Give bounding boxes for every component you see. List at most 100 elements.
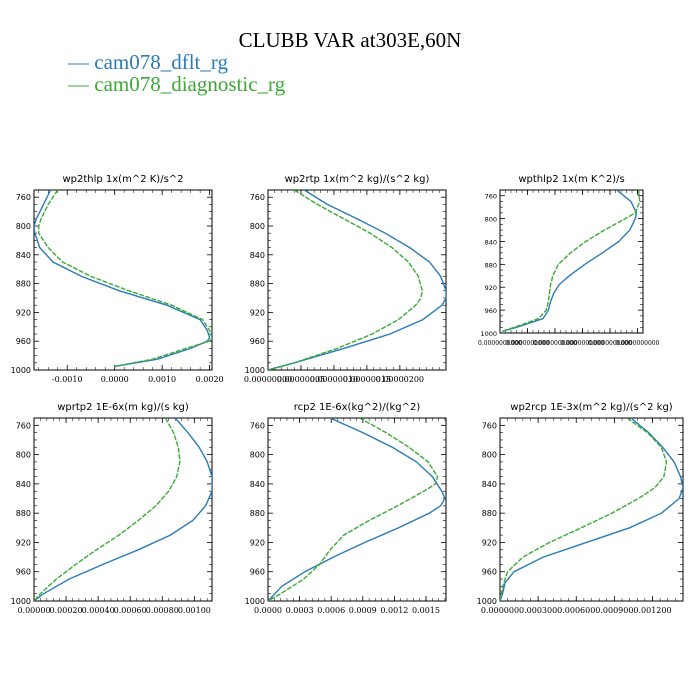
legend-label-dflt: cam078_dflt_rg	[94, 50, 229, 74]
x-tick-label: 0.00000	[17, 606, 50, 615]
x-tick-label: 0.0020	[196, 375, 224, 384]
y-tick-label: 880	[16, 509, 31, 518]
y-tick-label: 880	[250, 280, 265, 289]
series-line-diagnostic	[38, 190, 212, 368]
y-tick-label: 920	[16, 308, 31, 317]
series-line-diagnostic	[34, 418, 181, 601]
x-tick-label: 0.00020	[50, 606, 83, 615]
x-tick-label: 0.000000	[481, 606, 519, 615]
legend-swatch-dflt: —	[68, 50, 95, 74]
x-tick-label: 0.001200	[633, 606, 671, 615]
x-tick-label: 0.00000200	[376, 375, 424, 384]
x-tick-label: 0.00000010	[310, 375, 358, 384]
y-tick-label: 800	[485, 216, 497, 224]
y-tick-label: 960	[16, 568, 31, 577]
x-tick-label: 0.0000	[101, 375, 129, 384]
x-tick-label: 0.000600	[557, 606, 595, 615]
y-tick-label: 880	[16, 280, 31, 289]
y-tick-label: 920	[485, 284, 497, 292]
x-tick-label: -0.0010	[52, 375, 83, 384]
y-tick-label: 920	[482, 538, 497, 547]
series-line-dflt	[500, 418, 683, 601]
plot-frame	[499, 189, 644, 334]
x-tick-label: 0.00000005	[277, 375, 325, 384]
y-tick-label: 760	[482, 421, 497, 430]
plot-frame	[33, 417, 213, 602]
y-tick-label: 880	[485, 261, 497, 269]
y-tick-label: 960	[482, 568, 497, 577]
panel-title: wprtp2 1E-6x(m kg)/(s kg)	[57, 402, 189, 413]
y-tick-label: 920	[250, 538, 265, 547]
y-tick-label: 960	[250, 337, 265, 346]
y-tick-label: 1000	[11, 597, 31, 606]
legend-entry-diagnostic: — cam078_diagnostic_rg	[68, 72, 285, 97]
x-tick-label: 0.0000000000	[506, 340, 550, 347]
chart-panel-2: wp2rtp 1x(m^2 kg)/(s^2 kg) 760 800 840 880 92…	[244, 174, 447, 384]
panel-title: rcp2 1E-6x(kg^2)/(kg^2)	[294, 402, 421, 413]
y-tick-label: 840	[485, 238, 497, 246]
y-tick-label: 840	[482, 480, 497, 489]
series-line-diagnostic	[268, 418, 439, 601]
x-tick-label: 0.0010	[148, 375, 176, 384]
x-tick-label: 0.0009	[349, 606, 377, 615]
x-tick-label: 0.00000015	[343, 375, 391, 384]
x-tick-label: 0.00080	[146, 606, 179, 615]
x-tick-label: 0.0006	[317, 606, 345, 615]
legend-label-diagnostic: cam078_diagnostic_rg	[94, 72, 286, 96]
y-tick-label: 800	[16, 222, 31, 231]
x-tick-label: 0.000900	[595, 606, 633, 615]
x-tick-label: 0.0003	[286, 606, 314, 615]
y-tick-label: 880	[250, 509, 265, 518]
x-tick-label: 0.0000000000	[588, 340, 632, 347]
y-tick-label: 960	[16, 337, 31, 346]
plot-frame	[267, 417, 447, 602]
x-tick-label: 0.0015	[412, 606, 440, 615]
y-tick-label: 800	[250, 451, 265, 460]
y-tick-label: 800	[250, 222, 265, 231]
series-line-diagnostic	[268, 190, 424, 370]
x-tick-label: 0.00100	[178, 606, 211, 615]
y-tick-label: 920	[250, 308, 265, 317]
series-line-dflt	[502, 190, 638, 332]
chart-panel-3: wpthlp2 1x(m K^2)/s 760 800 840 880 920 960 100…	[478, 174, 660, 347]
plot-frame	[267, 189, 447, 371]
x-tick-label: 0.00060	[114, 606, 147, 615]
y-tick-label: 920	[16, 538, 31, 547]
x-tick-label: 0.00040	[82, 606, 115, 615]
panel-title: wp2rcp 1E-3x(m^2 kg)/(s^2 kg)	[510, 402, 673, 413]
y-tick-label: 880	[482, 509, 497, 518]
series-line-dflt	[268, 190, 446, 370]
y-tick-label: 760	[16, 421, 31, 430]
x-tick-label: 0.00000000	[244, 375, 292, 384]
x-tick-label: 0.0012	[380, 606, 408, 615]
y-tick-label: 840	[16, 251, 31, 260]
legend-swatch-diagnostic: —	[68, 72, 95, 96]
plot-frame	[499, 417, 684, 602]
panel-title: wpthlp2 1x(m K^2)/s	[518, 174, 624, 185]
y-tick-label: 1000	[477, 597, 497, 606]
x-tick-label: 0.0000000000	[616, 340, 660, 347]
series-line-diagnostic	[500, 418, 668, 601]
page-title: CLUBB VAR at303E,60N	[238, 28, 462, 52]
chart-panel-4: wprtp2 1E-6x(m kg)/(s kg) 760 800 840 880 920…	[11, 402, 213, 615]
panel-title: wp2rtp 1x(m^2 kg)/(s^2 kg)	[285, 174, 430, 185]
plot-frame	[33, 189, 213, 371]
legend-entry-dflt: — cam078_dflt_rg	[68, 50, 228, 75]
series-line-dflt	[34, 418, 212, 601]
chart-panel-6: wp2rcp 1E-3x(m^2 kg)/(s^2 kg) 760 800 840 88…	[477, 402, 684, 615]
x-tick-label: 0.0000	[254, 606, 282, 615]
series-line-dflt	[34, 190, 211, 368]
y-tick-label: 1000	[245, 597, 265, 606]
x-tick-label: 0.000300	[519, 606, 557, 615]
y-tick-label: 840	[250, 251, 265, 260]
y-tick-label: 760	[16, 193, 31, 202]
x-tick-label: 0.0000000000	[561, 340, 605, 347]
y-tick-label: 1000	[480, 330, 497, 338]
x-tick-label: 0.0000000000	[533, 340, 577, 347]
y-tick-label: 1000	[11, 366, 31, 375]
y-tick-label: 760	[250, 421, 265, 430]
chart-panel-1: wp2thlp 1x(m^2 K)/s^2 760 800 840 880 920 960 1…	[11, 174, 224, 384]
y-tick-label: 760	[250, 193, 265, 202]
x-tick-label: 0.0000000000	[478, 340, 522, 347]
